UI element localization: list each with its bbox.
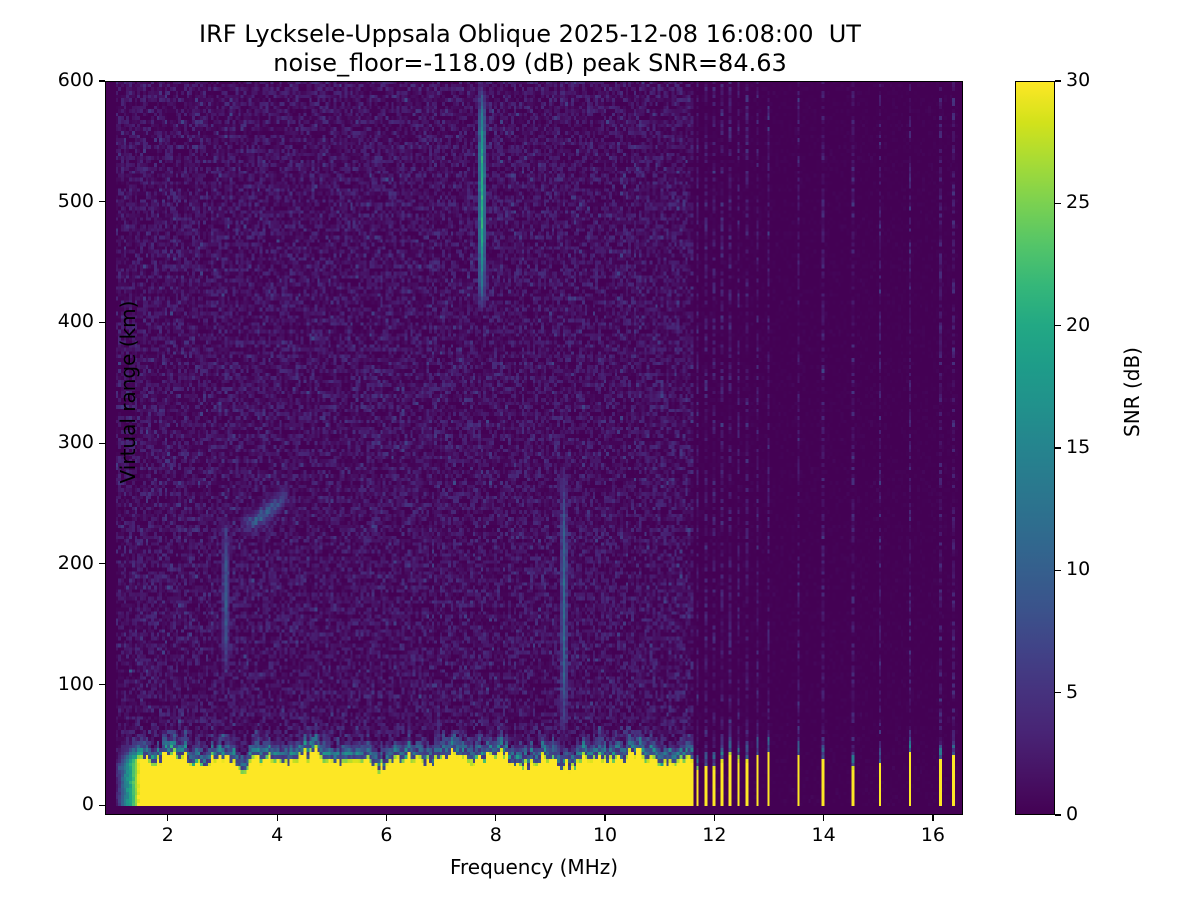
x-axis-tick-label: 14 [811, 824, 836, 846]
x-axis-ticks: 2 4 6 8 10 12 14 16 [105, 815, 963, 855]
x-axis-tick-label: 6 [380, 824, 393, 846]
y-axis-tick-label: 0 [81, 793, 94, 816]
colorbar-tick-label: 0 [1066, 803, 1079, 825]
colorbar-ticks: 0 5 10 15 20 25 30 [1055, 69, 1115, 825]
x-axis-label: Frequency (MHz) [449, 855, 619, 879]
y-axis-tick-mark [99, 804, 105, 806]
y-axis-tick-mark [99, 442, 105, 444]
x-axis-tick-mark [823, 815, 825, 821]
y-axis-tick-mark [99, 80, 105, 82]
colorbar-tick-mark [1055, 202, 1061, 204]
y-axis-tick-mark [99, 684, 105, 686]
ionogram-heatmap-canvas [106, 82, 962, 814]
title-line-2: noise_floor=-118.09 (dB) peak SNR=84.63 [273, 49, 787, 78]
title-line-1: IRF Lycksele-Uppsala Oblique 2025-12-08 … [199, 20, 861, 48]
y-axis-tick-label: 300 [57, 431, 94, 454]
y-axis-tick-mark [99, 321, 105, 324]
x-axis-tick-mark [385, 815, 388, 821]
y-axis-tick-label: 500 [57, 189, 94, 212]
colorbar-tick-label: 20 [1066, 313, 1091, 336]
y-axis-ticks: 0 100 200 300 400 500 600 [0, 69, 105, 816]
x-axis-tick-mark [495, 815, 497, 821]
colorbar-tick-label: 10 [1066, 558, 1091, 581]
x-axis-tick-mark [276, 815, 278, 821]
x-axis-tick-mark [713, 815, 715, 821]
x-axis-tick-mark [167, 815, 169, 821]
colorbar-tick-mark [1055, 569, 1061, 571]
x-axis-tick-mark [932, 815, 934, 821]
colorbar [1015, 81, 1055, 815]
colorbar-tick-mark [1055, 447, 1061, 449]
colorbar-gradient [1016, 82, 1054, 814]
colorbar-tick-mark [1055, 814, 1061, 816]
colorbar-tick-label: 5 [1066, 680, 1079, 703]
x-axis-tick-mark [604, 815, 606, 821]
y-axis-tick-mark [99, 563, 105, 565]
y-axis-tick-label: 600 [57, 69, 94, 91]
colorbar-tick-label: 30 [1066, 69, 1091, 91]
colorbar-tick-mark [1055, 325, 1061, 327]
colorbar-label: SNR (dB) [1120, 347, 1144, 437]
colorbar-tick-label: 25 [1066, 191, 1091, 214]
x-axis-tick-label: 8 [489, 824, 502, 846]
y-axis-tick-label: 400 [57, 310, 94, 333]
x-axis-tick-label: 16 [920, 824, 946, 846]
x-axis-tick-label: 12 [702, 824, 727, 846]
colorbar-tick-mark [1055, 692, 1061, 694]
y-axis-label: Virtual range (km) [116, 300, 140, 484]
colorbar-tick-label: 15 [1066, 436, 1091, 458]
y-axis-tick-mark [99, 201, 105, 203]
x-axis-tick-label: 4 [271, 824, 284, 846]
x-axis-tick-label: 2 [161, 824, 174, 846]
y-axis-tick-label: 100 [57, 672, 94, 695]
figure-title: IRF Lycksele-Uppsala Oblique 2025-12-08 … [0, 20, 1060, 79]
x-axis-tick-label: 10 [592, 824, 618, 846]
heatmap-plot-area [105, 81, 963, 815]
y-axis-tick-label: 200 [57, 551, 94, 574]
colorbar-tick-mark [1055, 80, 1061, 82]
